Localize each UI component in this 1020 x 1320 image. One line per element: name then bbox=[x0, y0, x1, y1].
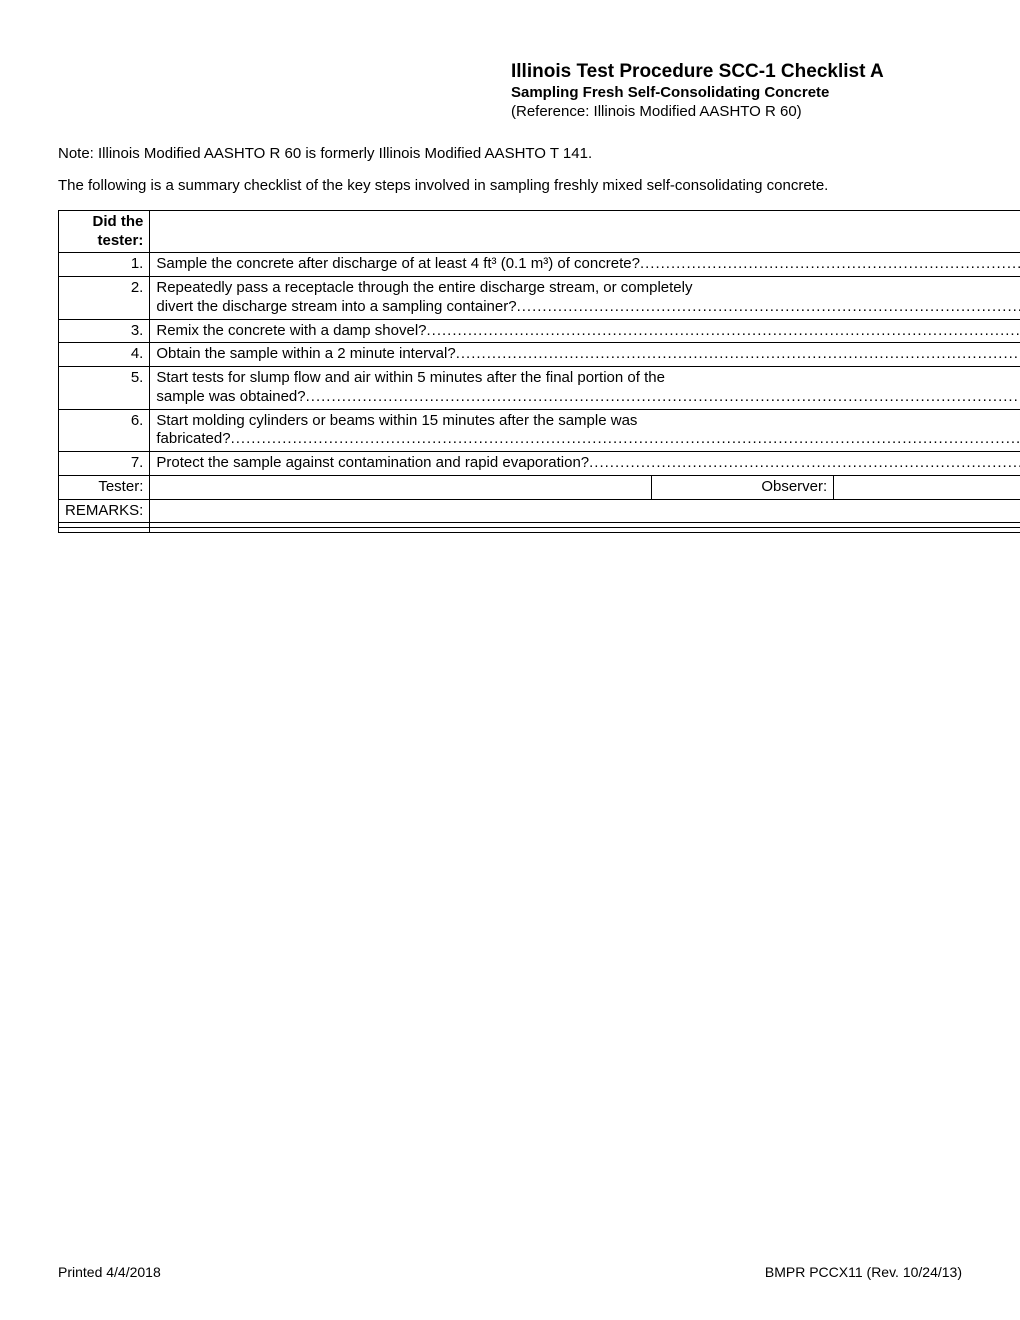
table-row: 1. Sample the concrete after discharge o… bbox=[59, 253, 1020, 277]
row-num: 4. bbox=[59, 343, 150, 367]
doc-reference: (Reference: Illinois Modified AASHTO R 6… bbox=[511, 103, 962, 122]
remarks-label: REMARKS: bbox=[59, 499, 150, 523]
row-question: Obtain the sample within a 2 minute inte… bbox=[150, 343, 1020, 367]
doc-subtitle: Sampling Fresh Self-Consolidating Concre… bbox=[511, 84, 962, 103]
header-label: Did the tester: bbox=[59, 210, 150, 253]
row-question: Sample the concrete after discharge of a… bbox=[150, 253, 1020, 277]
doc-title: Illinois Test Procedure SCC-1 Checklist … bbox=[511, 60, 962, 84]
remarks-row: REMARKS: bbox=[59, 499, 1020, 523]
header-block: Illinois Test Procedure SCC-1 Checklist … bbox=[511, 60, 962, 121]
row-num: 2. bbox=[59, 277, 150, 320]
row-num: 6. bbox=[59, 409, 150, 452]
row-num: 7. bbox=[59, 452, 150, 476]
row-num: 5. bbox=[59, 367, 150, 410]
tester-field[interactable] bbox=[150, 476, 651, 499]
intro-text: The following is a summary checklist of … bbox=[58, 176, 962, 196]
table-row: 3. Remix the concrete with a damp shovel… bbox=[59, 319, 1020, 343]
remarks-row bbox=[59, 528, 1020, 533]
note-text: Note: Illinois Modified AASHTO R 60 is f… bbox=[58, 145, 962, 162]
row-question: Repeatedly pass a receptacle through the… bbox=[150, 277, 1020, 320]
observer-label: Observer: bbox=[651, 476, 833, 499]
table-row: 6. Start molding cylinders or beams with… bbox=[59, 409, 1020, 452]
row-question: Start molding cylinders or beams within … bbox=[150, 409, 1020, 452]
row-question: Remix the concrete with a damp shovel? bbox=[150, 319, 1020, 343]
table-row: 2. Repeatedly pass a receptacle through … bbox=[59, 277, 1020, 320]
row-question: Start tests for slump flow and air withi… bbox=[150, 367, 1020, 410]
header-row: Did the tester: YES NO bbox=[59, 210, 1020, 253]
remarks-field[interactable] bbox=[150, 499, 1020, 523]
tester-label: Tester: bbox=[59, 475, 150, 499]
observer-field[interactable] bbox=[834, 476, 1020, 499]
checklist-table: Did the tester: YES NO 1. Sample the con… bbox=[58, 210, 1020, 534]
page-footer: Printed 4/4/2018 BMPR PCCX11 (Rev. 10/24… bbox=[58, 1264, 962, 1280]
row-num: 3. bbox=[59, 319, 150, 343]
table-row: 5. Start tests for slump flow and air wi… bbox=[59, 367, 1020, 410]
tester-observer-row: Tester: Observer: Date: bbox=[59, 475, 1020, 499]
row-num: 1. bbox=[59, 253, 150, 277]
table-row: 4. Obtain the sample within a 2 minute i… bbox=[59, 343, 1020, 367]
footer-left: Printed 4/4/2018 bbox=[58, 1264, 161, 1280]
table-row: 7. Protect the sample against contaminat… bbox=[59, 452, 1020, 476]
row-question: Protect the sample against contamination… bbox=[150, 452, 1020, 476]
remarks-field[interactable] bbox=[150, 528, 1020, 533]
footer-right: BMPR PCCX11 (Rev. 10/24/13) bbox=[765, 1264, 962, 1280]
